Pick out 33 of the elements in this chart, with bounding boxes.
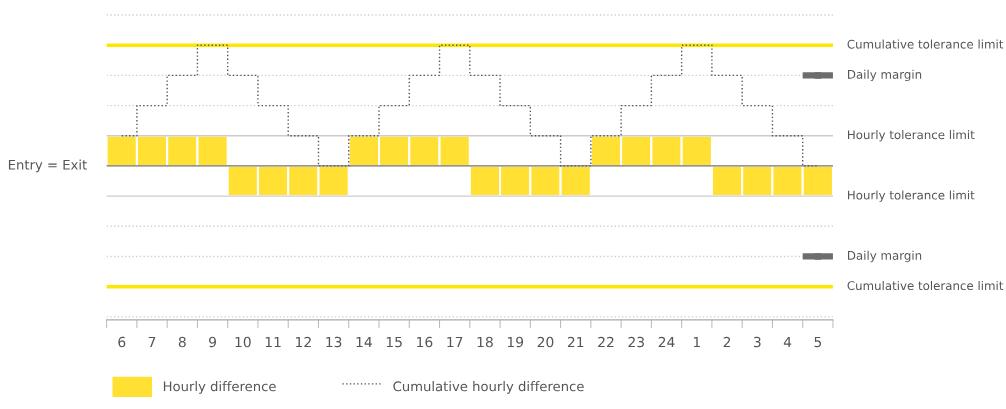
ref-line-label: Cumulative tolerance limit	[847, 280, 1004, 291]
legend-label: Cumulative hourly difference	[393, 381, 584, 394]
ref-line-label: Hourly tolerance limit	[848, 130, 975, 142]
x-tick-label: 7	[148, 336, 156, 348]
ref-line-label: Entry = Exit	[8, 159, 87, 173]
x-tick-label: 17	[447, 336, 463, 348]
x-tick-label: 3	[753, 336, 761, 348]
x-tick-label: 10	[235, 336, 251, 348]
x-tick-label: 15	[386, 336, 402, 348]
x-tick-label: 22	[598, 336, 614, 348]
legend-label: Hourly difference	[163, 381, 276, 394]
x-tick-label: 21	[567, 336, 584, 348]
x-tick-label: 2	[723, 336, 731, 348]
annotation: Daily margin	[848, 69, 922, 82]
x-tick-label: 23	[628, 336, 644, 348]
x-tick-label: 8	[178, 336, 186, 348]
annotation: Daily margin	[848, 250, 922, 263]
x-tick-label: 14	[356, 336, 372, 348]
ref-line-label: Hourly tolerance limit	[848, 190, 975, 202]
x-tick-label: 18	[477, 336, 493, 348]
x-tick-label: 20	[537, 336, 554, 348]
x-tick-label: 9	[209, 336, 216, 348]
x-tick-label: 24	[658, 336, 675, 348]
ref-line-label: Cumulative tolerance limit	[847, 39, 1004, 49]
x-tick-label: 19	[507, 336, 524, 348]
x-tick-label: 11	[265, 336, 281, 348]
x-tick-label: 16	[417, 336, 433, 348]
x-tick-label: 6	[118, 336, 126, 348]
x-tick-label: 13	[326, 336, 342, 348]
x-tick-label: 12	[296, 336, 311, 348]
x-tick-label: 4	[783, 336, 792, 348]
x-tick-label: 5	[814, 336, 822, 348]
x-tick-label: 1	[693, 336, 700, 348]
